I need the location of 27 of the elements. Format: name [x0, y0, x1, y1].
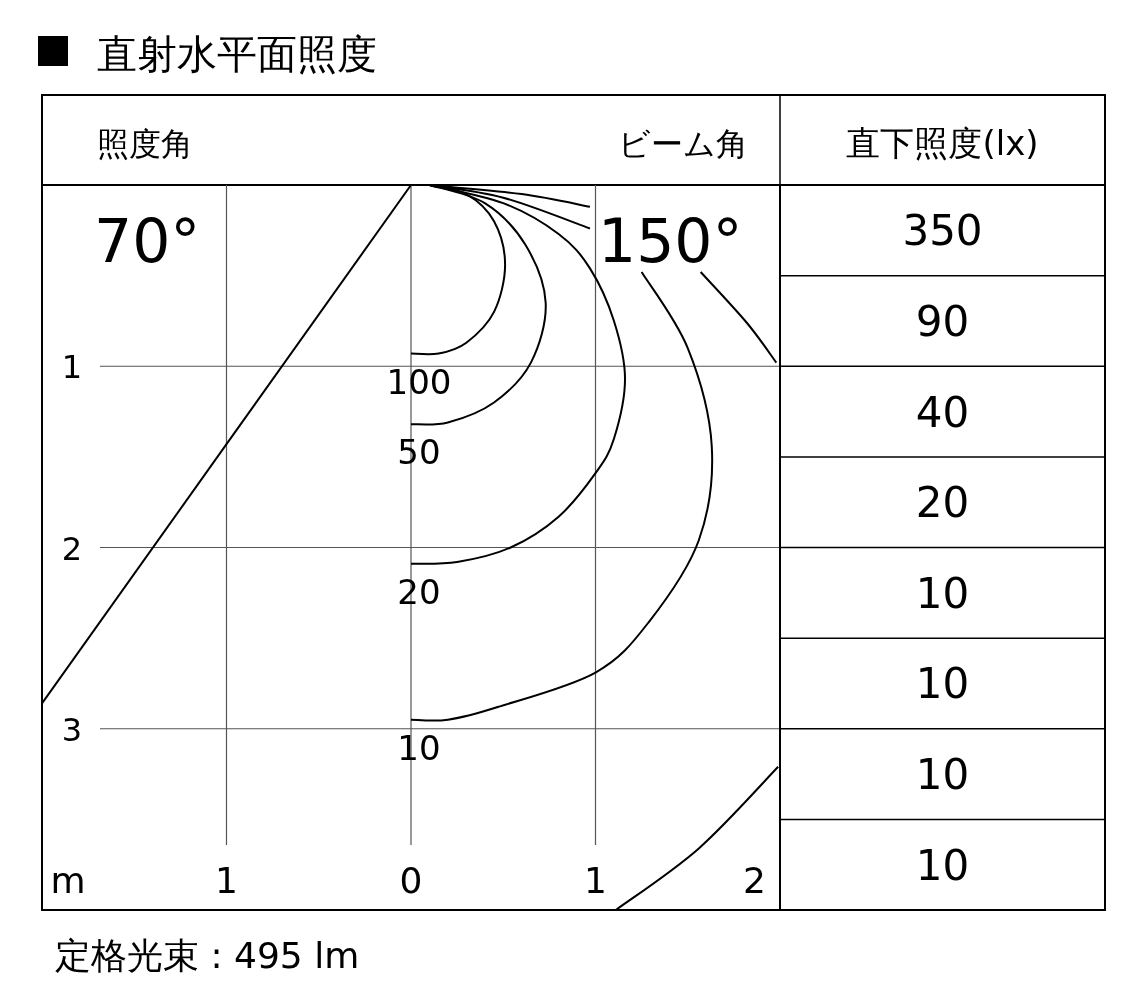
- x-tick-label: 2: [743, 860, 766, 901]
- series-label: 20: [397, 571, 441, 612]
- y-tick-label: 1: [61, 348, 83, 387]
- annotation: 70°: [94, 206, 201, 276]
- annotation: 150°: [598, 206, 743, 276]
- text: 直下照度(lx): [846, 123, 1039, 163]
- x-tick-label: 1: [584, 860, 607, 901]
- series-label: 100: [386, 361, 452, 402]
- data-label: 10: [915, 659, 970, 709]
- data-label: 350: [902, 206, 983, 256]
- series-label: 50: [397, 432, 441, 473]
- data-label: 40: [915, 387, 970, 437]
- data-label: 90: [915, 296, 970, 346]
- text: ビーム角: [618, 125, 748, 163]
- x-axis-title: m: [50, 860, 86, 901]
- data-label: 10: [915, 568, 970, 618]
- y-tick-label: 3: [61, 710, 83, 749]
- x-tick-label: 0: [399, 860, 423, 901]
- text: 定格光束 : 495 lm: [55, 935, 360, 976]
- text: 照度角: [97, 125, 193, 163]
- data-label: 10: [915, 840, 970, 890]
- data-label: 20: [915, 478, 970, 528]
- data-label: 10: [915, 750, 970, 800]
- series-label: 10: [397, 727, 441, 768]
- x-tick-label: 1: [215, 860, 238, 901]
- chart-title: 直射水平面照度: [97, 31, 377, 77]
- y-tick-label: 2: [61, 529, 83, 568]
